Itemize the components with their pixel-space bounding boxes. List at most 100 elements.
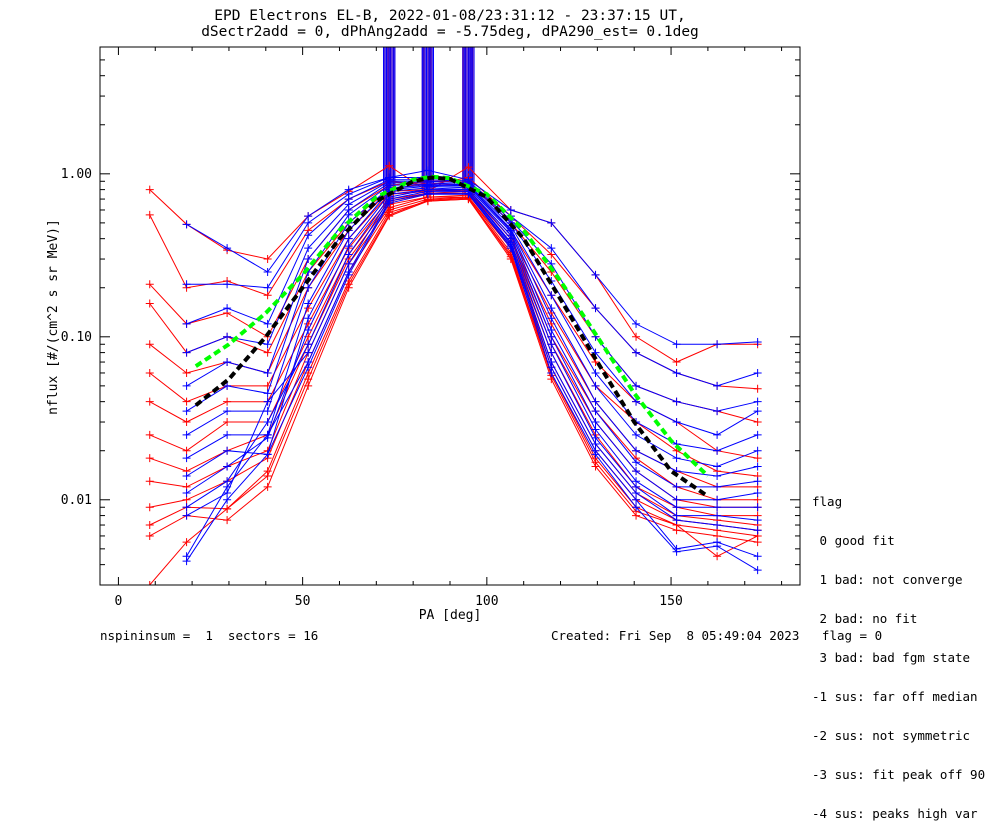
red-data-point — [304, 375, 313, 384]
blue-data-point — [632, 446, 641, 455]
blue-data-point — [713, 471, 722, 480]
red-series-line — [149, 192, 758, 508]
red-data-point — [182, 446, 191, 455]
blue-data-point — [672, 340, 681, 349]
blue-data-point — [223, 244, 232, 253]
blue-data-point — [672, 547, 681, 556]
legend-item: 2 bad: no fit — [812, 611, 918, 626]
blue-data-point — [304, 231, 313, 240]
blue-data-point — [547, 218, 556, 227]
red-data-point — [145, 430, 154, 439]
chart-title-line1: EPD Electrons EL-B, 2022-01-08/23:31:12 … — [214, 8, 686, 24]
x-axis: 0 50 100 150 — [115, 47, 783, 609]
blue-data-point — [632, 397, 641, 406]
chart-title-line2: dSectr2add = 0, dPhAng2add = -5.75deg, d… — [201, 24, 699, 40]
blue-data-point — [753, 477, 762, 486]
red-data-point — [145, 521, 154, 530]
blue-data-point — [223, 446, 232, 455]
blue-data-point — [182, 503, 191, 512]
blue-data-point — [304, 340, 313, 349]
blue-data-point — [753, 462, 762, 471]
red-data-point — [344, 280, 353, 289]
blue-data-point — [632, 381, 641, 390]
plot-area: 0 50 100 150 0.01 0.10 1.00 PA [deg] nflux [#… — [46, 46, 801, 623]
blue-data-point — [753, 552, 762, 561]
red-data-point — [145, 185, 154, 194]
blue-data-point — [713, 340, 722, 349]
blue-data-point — [182, 381, 191, 390]
footer-sector-info: nspininsum = 1 sectors = 16 — [100, 628, 319, 643]
blue-data-point — [713, 446, 722, 455]
blue-data-point — [344, 250, 353, 259]
red-data-point — [385, 161, 394, 170]
blue-data-point — [753, 489, 762, 498]
red-data-point — [145, 340, 154, 349]
blue-data-point — [591, 418, 600, 427]
y-axis: 0.01 0.10 1.00 — [61, 46, 800, 586]
blue-data-point — [344, 259, 353, 268]
red-data-point — [464, 163, 473, 172]
blue-data-point — [304, 283, 313, 292]
red-data-point — [145, 210, 154, 219]
blue-data-point — [423, 190, 432, 199]
blue-data-point — [263, 340, 272, 349]
blue-data-point — [344, 210, 353, 219]
red-data-point — [145, 299, 154, 308]
blue-data-point — [591, 381, 600, 390]
blue-data-point — [713, 521, 722, 530]
red-series-line — [149, 197, 758, 585]
red-series-line — [149, 194, 758, 517]
red-data-point — [223, 397, 232, 406]
blue-data-point — [182, 489, 191, 498]
red-data-point — [145, 581, 154, 585]
legend-item: 3 bad: bad fgm state — [812, 650, 971, 665]
blue-data-point — [672, 397, 681, 406]
blue-data-point — [753, 407, 762, 416]
blue-data-point — [304, 314, 313, 323]
blue-data-point — [223, 462, 232, 471]
red-series-line — [149, 190, 758, 501]
blue-series-line — [186, 193, 758, 571]
blue-data-point — [182, 471, 191, 480]
blue-data-point — [423, 166, 432, 175]
red-series-line — [149, 198, 758, 543]
blue-data-point — [304, 212, 313, 221]
blue-data-point — [672, 418, 681, 427]
blue-data-point — [632, 503, 641, 512]
blue-data-point — [223, 430, 232, 439]
x-tick-label: 50 — [295, 594, 311, 609]
blue-data-point — [672, 454, 681, 463]
x-tick-label: 150 — [659, 594, 682, 609]
red-data-point — [145, 368, 154, 377]
blue-data-point — [632, 430, 641, 439]
blue-data-point — [182, 407, 191, 416]
blue-data-point — [304, 348, 313, 357]
blue-data-point — [304, 244, 313, 253]
legend-item: -2 sus: not symmetric — [812, 728, 971, 743]
blue-data-point — [263, 450, 272, 459]
plot-frame — [99, 46, 801, 586]
blue-data-point — [547, 304, 556, 313]
legend-item: -4 sus: peaks high var — [812, 806, 978, 821]
blue-data-point — [506, 244, 515, 253]
red-data-point — [632, 332, 641, 341]
blue-data-point — [753, 566, 762, 575]
red-data-point — [182, 538, 191, 547]
blue-data-point — [547, 314, 556, 323]
legend-heading: flag — [812, 494, 843, 509]
red-data-point — [263, 348, 272, 357]
red-data-point — [263, 255, 272, 264]
red-data-point — [182, 418, 191, 427]
blue-series-line — [186, 177, 758, 387]
legend-item: 0 good fit — [812, 533, 895, 548]
blue-data-point — [223, 495, 232, 504]
blue-data-point — [304, 363, 313, 372]
blue-data-point — [753, 516, 762, 525]
y-tick-label: 0.10 — [61, 330, 92, 345]
blue-data-point — [263, 430, 272, 439]
blue-data-point — [632, 458, 641, 467]
red-series-line — [149, 196, 758, 526]
blue-data-point — [263, 267, 272, 276]
black-fit-curve — [194, 175, 710, 498]
blue-data-point — [182, 280, 191, 289]
